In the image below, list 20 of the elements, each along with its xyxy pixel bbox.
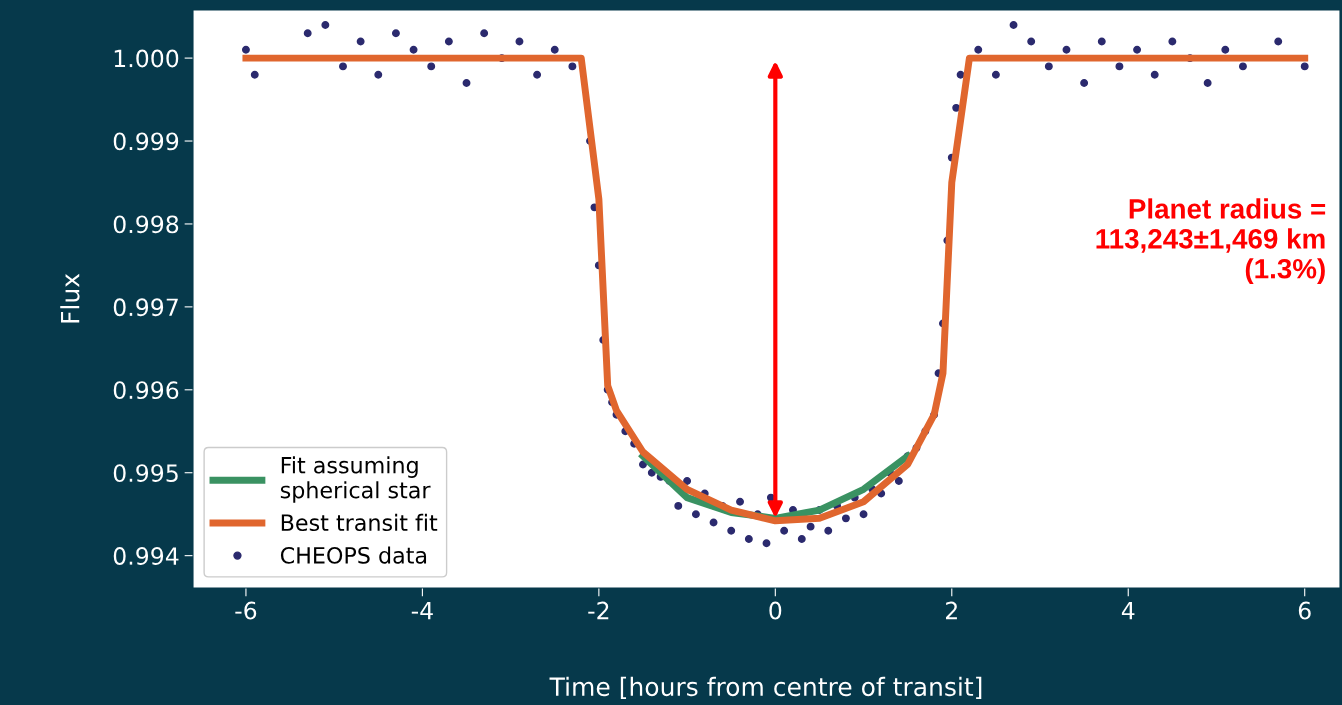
x-tick-label: -2	[588, 601, 609, 620]
x-axis-title: Time [hours from centre of transit]	[549, 676, 982, 700]
y-tick-label: 0.996	[113, 381, 179, 400]
x-tick-label: -6	[235, 601, 257, 620]
y-tick-label: 0.998	[113, 215, 179, 234]
y-tick-label: 0.997	[113, 298, 178, 317]
legend-label: Fit assuming spherical star	[280, 456, 431, 503]
legend-label: CHEOPS data	[280, 546, 427, 564]
x-tick-label: 0	[769, 601, 782, 620]
y-tick-label: 0.994	[113, 547, 179, 565]
x-tick-label: 4	[1121, 601, 1135, 620]
legend-label: Best transit fit	[281, 513, 438, 532]
y-tick-label: 0.995	[113, 464, 178, 483]
y-tick-label: 0.999	[113, 132, 179, 151]
y-axis-title: Flux	[60, 273, 80, 323]
y-tick-label: 1.000	[114, 49, 179, 68]
annotation: Planet radius = 113,243±1,469 km (1.3%)	[1096, 198, 1326, 285]
x-tick-label: -4	[411, 601, 433, 620]
x-tick-label: 2	[946, 601, 957, 620]
x-tick-label: 6	[1298, 601, 1311, 620]
